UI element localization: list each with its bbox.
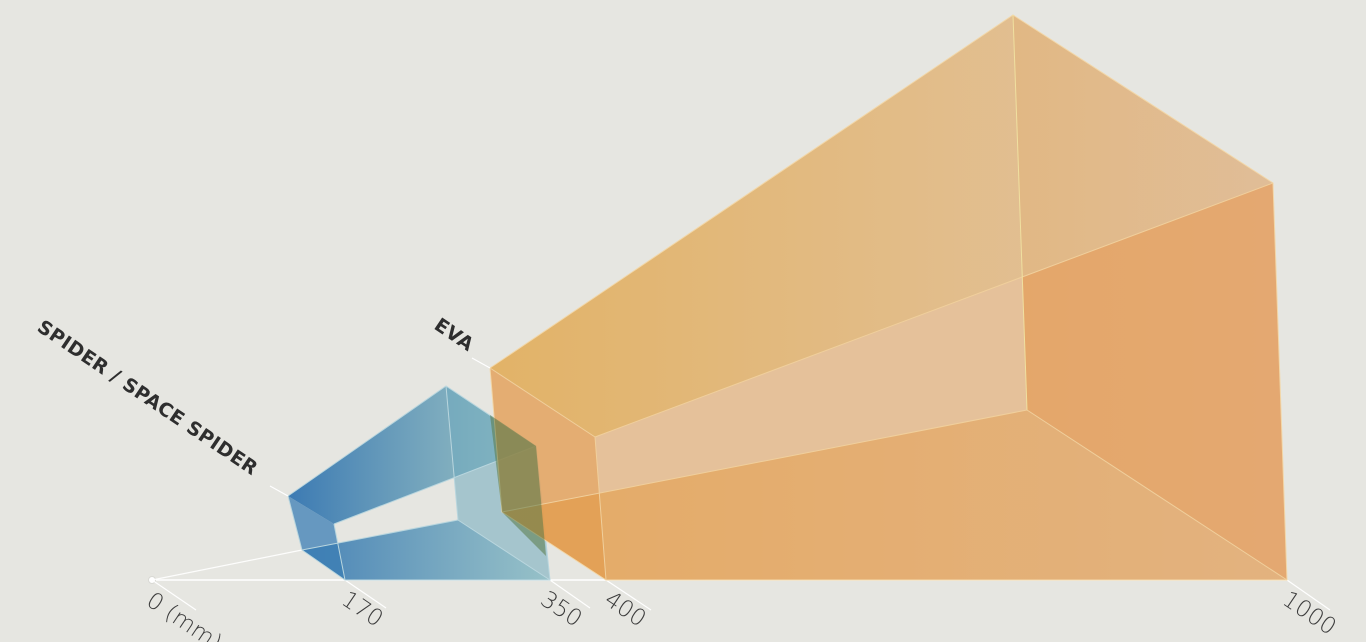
eva-floor xyxy=(502,410,1287,580)
tick-label-400: 400 xyxy=(600,586,651,632)
tick-label-1000: 1000 xyxy=(1278,586,1341,640)
tick-0 xyxy=(151,579,197,611)
spider-frustum xyxy=(151,385,551,581)
spider-side-face xyxy=(288,496,345,580)
tick-350 xyxy=(549,579,591,609)
spider-label: SPIDER / SPACE SPIDER xyxy=(33,316,262,480)
eva-edge-inner xyxy=(489,367,596,438)
tick-label-350: 350 xyxy=(536,586,587,632)
spider-edge-inner xyxy=(301,519,459,551)
tick-label-170: 170 xyxy=(337,586,388,632)
eva-label-leader xyxy=(471,357,491,369)
spider-edge-inner xyxy=(457,519,551,581)
eva-side-face xyxy=(490,368,606,580)
spider-projection-line xyxy=(151,549,303,581)
depth-axis: 0 (mm) 170 350 400 1000 xyxy=(142,576,1341,642)
tick-1000 xyxy=(1286,579,1331,611)
spider-floor xyxy=(302,520,550,580)
tick-label-0: 0 (mm) xyxy=(142,587,227,642)
eva-frustum xyxy=(489,14,1288,581)
eva-label: EVA xyxy=(430,314,478,356)
tick-170 xyxy=(344,579,387,609)
overlap-region xyxy=(490,415,546,556)
spider-label-leader xyxy=(269,485,289,497)
spider-edge-inner xyxy=(445,385,459,521)
tick-400 xyxy=(605,579,652,611)
eva-edge-inner xyxy=(1026,409,1288,581)
eva-top-face xyxy=(490,15,1273,437)
eva-edge-inner xyxy=(501,409,1028,513)
eva-edge-inner xyxy=(594,182,1274,438)
eva-edge-inner xyxy=(1012,14,1028,411)
spider-edge-inner xyxy=(333,523,346,581)
eva-inner-wedge xyxy=(595,183,1287,580)
eva-edge-inner xyxy=(594,436,607,581)
